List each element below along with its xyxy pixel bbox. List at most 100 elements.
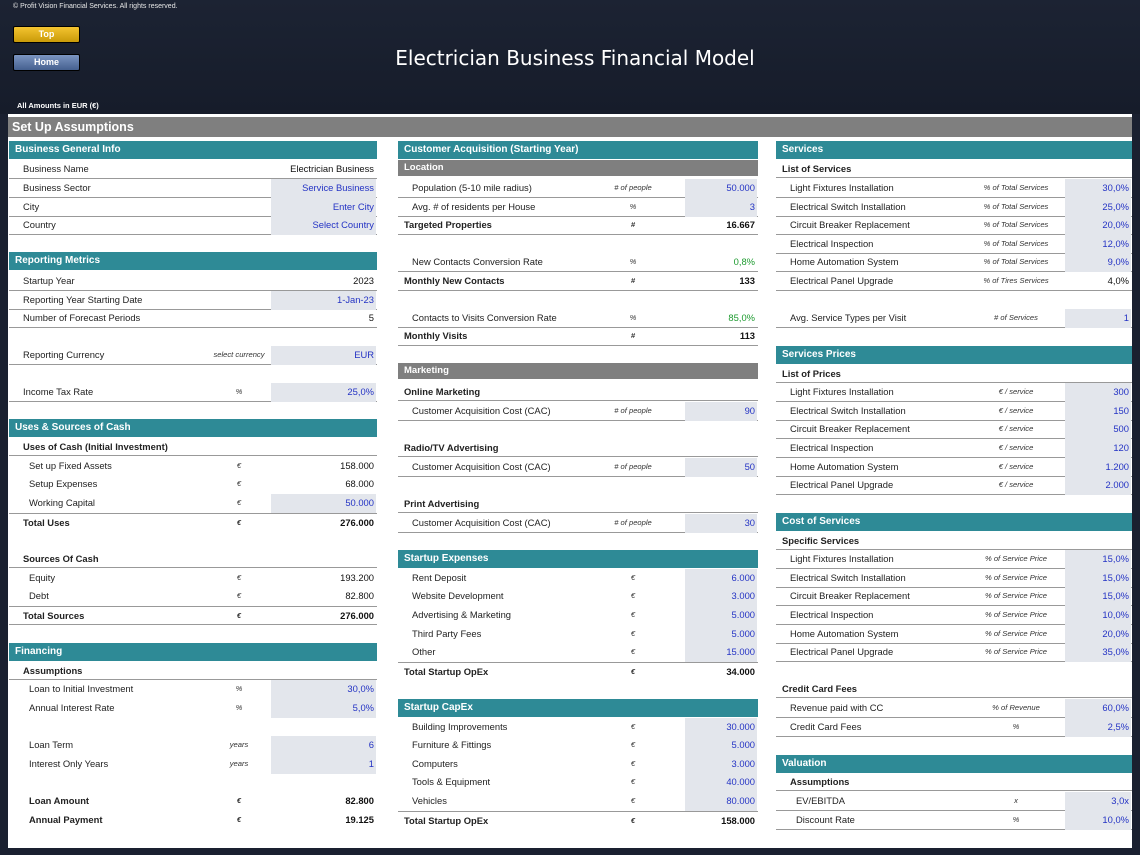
visits-conversion-row: Contacts to Visits Conversion Rate % 85,… xyxy=(398,309,758,328)
row-value-input[interactable]: 20,0% xyxy=(1065,625,1131,644)
row-label: Circuit Breaker Replacement xyxy=(790,590,910,601)
city-row: City Enter City xyxy=(9,198,377,217)
online-cac-input[interactable]: 90 xyxy=(685,402,757,421)
row-label: Electrical Switch Installation xyxy=(790,201,906,212)
currency-select[interactable]: EUR xyxy=(271,346,376,365)
row-unit: € / service xyxy=(998,424,1034,433)
row-value: 19.125 xyxy=(345,814,374,825)
avg-service-types-row: Avg. Service Types per Visit # of Servic… xyxy=(776,309,1132,328)
row-value-input[interactable]: 80.000 xyxy=(685,792,757,811)
sources-of-cash-label: Sources Of Cash xyxy=(9,550,377,568)
business-name-value[interactable]: Electrician Business xyxy=(290,163,374,174)
service-price-row: Light Fixtures Installation € / service … xyxy=(776,383,1132,402)
row-value-input[interactable]: 500 xyxy=(1065,420,1131,439)
row-label: Avg. Service Types per Visit xyxy=(790,312,907,323)
row-value-input[interactable]: 2.000 xyxy=(1065,476,1131,495)
row-unit: % xyxy=(235,387,243,396)
service-mix-row: Electrical Switch Installation % of Tota… xyxy=(776,198,1132,217)
row-value-input[interactable]: 5.000 xyxy=(685,606,757,625)
home-button[interactable]: Home xyxy=(13,54,80,71)
row-label: Business Name xyxy=(23,163,89,174)
row-unit: € xyxy=(236,461,242,470)
loan-term-input[interactable]: 6 xyxy=(271,736,376,755)
row-value-input[interactable]: 300 xyxy=(1065,383,1131,402)
population-row: Population (5-10 mile radius) # of peopl… xyxy=(398,179,758,198)
row-label: Interest Only Years xyxy=(29,758,109,769)
row-value-input[interactable]: 150 xyxy=(1065,402,1131,421)
row-value-input[interactable]: 1.200 xyxy=(1065,458,1131,477)
row-value-input[interactable]: 15.000 xyxy=(685,643,757,662)
residents-input[interactable]: 3 xyxy=(685,198,757,217)
reporting-metrics-header: Reporting Metrics xyxy=(9,252,377,270)
divider xyxy=(9,624,377,625)
row-unit: € xyxy=(630,740,636,749)
income-tax-input[interactable]: 25,0% xyxy=(271,383,376,402)
row-value-input[interactable]: 5.000 xyxy=(685,625,757,644)
visits-conversion-input[interactable]: 85,0% xyxy=(728,312,755,323)
row-unit: x xyxy=(1014,796,1018,805)
row-label: Startup Year xyxy=(23,275,75,286)
row-label: Setup Expenses xyxy=(29,478,98,489)
interest-only-input[interactable]: 1 xyxy=(271,755,376,774)
reporting-start-date-row: Reporting Year Starting Date 1-Jan-23 xyxy=(9,291,377,310)
radio-cac-row: Customer Acquisition Cost (CAC) # of peo… xyxy=(398,458,758,477)
row-value-input[interactable]: 30,0% xyxy=(1065,179,1131,198)
row-unit: # xyxy=(630,220,636,229)
radio-cac-input[interactable]: 50 xyxy=(685,458,757,477)
contacts-conversion-input[interactable]: 0,8% xyxy=(733,256,755,267)
row-label: Rent Deposit xyxy=(412,572,467,583)
row-label: Tools & Equipment xyxy=(412,776,491,787)
row-unit: € xyxy=(630,629,636,638)
row-label: Electrical Panel Upgrade xyxy=(790,275,894,286)
cc-revenue-input[interactable]: 60,0% xyxy=(1065,699,1131,718)
row-value-input[interactable]: 12,0% xyxy=(1065,235,1131,254)
top-button[interactable]: Top xyxy=(13,26,80,43)
row-value-input[interactable]: 6.000 xyxy=(685,569,757,588)
row-label: Set up Fixed Assets xyxy=(29,460,112,471)
row-unit: % of Total Services xyxy=(983,183,1049,192)
row-label: Electrical Panel Upgrade xyxy=(790,479,894,490)
ev-ebitda-input[interactable]: 3,0x xyxy=(1065,792,1131,811)
population-input[interactable]: 50.000 xyxy=(685,179,757,198)
row-value-input[interactable]: 5.000 xyxy=(685,736,757,755)
row-value-input[interactable]: 10,0% xyxy=(1065,606,1131,625)
reporting-start-date-input[interactable]: 1-Jan-23 xyxy=(271,291,376,310)
row-label: Advertising & Marketing xyxy=(412,609,512,620)
row-value-input[interactable]: 3.000 xyxy=(685,587,757,606)
row-value-input[interactable]: 35,0% xyxy=(1065,643,1131,662)
row-label: Building Improvements xyxy=(412,721,508,732)
row-label: Income Tax Rate xyxy=(23,386,94,397)
row-value-input[interactable]: 30.000 xyxy=(685,718,757,737)
working-capital-input[interactable]: 50.000 xyxy=(271,494,376,513)
row-value-input[interactable]: 15,0% xyxy=(1065,550,1131,569)
discount-rate-input[interactable]: 10,0% xyxy=(1065,811,1131,830)
startup-year-value[interactable]: 2023 xyxy=(353,275,374,286)
service-mix-row: Electrical Panel Upgrade % of Tires Serv… xyxy=(776,272,1132,291)
row-label: Home Automation System xyxy=(790,256,899,267)
row-label: Monthly Visits xyxy=(404,330,468,341)
row-value-input[interactable]: 25,0% xyxy=(1065,198,1131,217)
interest-rate-input[interactable]: 5,0% xyxy=(271,699,376,718)
business-sector-select[interactable]: Service Business xyxy=(271,179,376,198)
row-value-input[interactable]: 15,0% xyxy=(1065,587,1131,606)
row-value-input[interactable]: 20,0% xyxy=(1065,216,1131,235)
row-value: 158.000 xyxy=(721,815,755,826)
country-select[interactable]: Select Country xyxy=(271,216,376,235)
uses-of-cash-label: Uses of Cash (Initial Investment) xyxy=(9,438,377,456)
city-input[interactable]: Enter City xyxy=(271,198,376,217)
startup-expense-row: Website Development € 3.000 xyxy=(398,587,758,606)
avg-service-types-input[interactable]: 1 xyxy=(1065,309,1131,328)
row-value-input[interactable]: 40.000 xyxy=(685,773,757,792)
valuation-header: Valuation xyxy=(776,755,1132,773)
monthly-contacts-row: Monthly New Contacts # 133 xyxy=(398,272,758,291)
row-unit: % of Total Services xyxy=(983,202,1049,211)
cc-fees-input[interactable]: 2,5% xyxy=(1065,718,1131,737)
loan-ratio-input[interactable]: 30,0% xyxy=(271,680,376,699)
row-value-input[interactable]: 9,0% xyxy=(1065,253,1131,272)
row-value-input[interactable]: 3.000 xyxy=(685,755,757,774)
location-subheader: Location xyxy=(398,160,758,176)
row-value-input[interactable]: 15,0% xyxy=(1065,569,1131,588)
row-value-input[interactable]: 120 xyxy=(1065,439,1131,458)
service-cost-row: Circuit Breaker Replacement % of Service… xyxy=(776,587,1132,606)
print-cac-input[interactable]: 30 xyxy=(685,514,757,533)
